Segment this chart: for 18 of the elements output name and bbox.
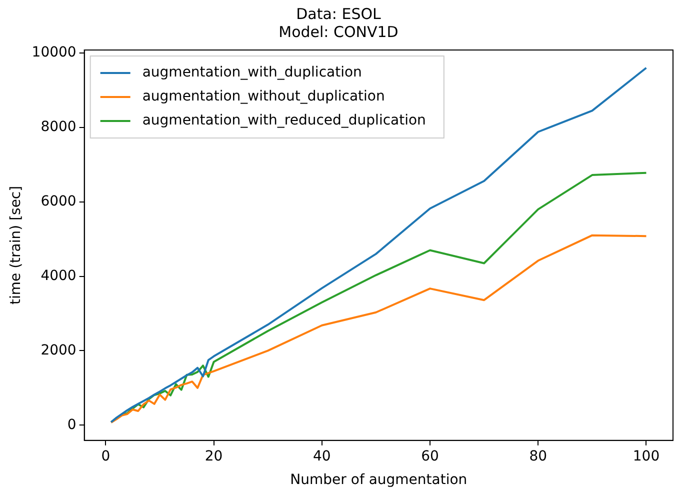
x-tick-label: 0 <box>101 448 110 464</box>
x-axis-title: Number of augmentation <box>290 472 468 488</box>
legend-label: augmentation_with_duplication <box>142 64 362 81</box>
y-tick-label: 0 <box>67 416 76 433</box>
y-tick-label: 10000 <box>32 44 76 61</box>
y-axis-title: time (train) [sec] <box>8 186 24 304</box>
legend-label: augmentation_without_duplication <box>142 88 385 105</box>
x-tick-label: 60 <box>421 448 439 464</box>
y-tick-label: 8000 <box>40 119 76 136</box>
x-tick-label: 20 <box>204 448 223 464</box>
y-tick-label: 6000 <box>40 193 76 210</box>
x-tick-label: 100 <box>632 448 660 464</box>
x-tick-label: 40 <box>312 448 331 464</box>
x-tick-label: 80 <box>529 448 548 464</box>
y-tick-label: 2000 <box>40 342 76 358</box>
legend-label: augmentation_with_reduced_duplication <box>142 112 426 129</box>
chart-title: Data: ESOL Model: CONV1D <box>278 4 398 41</box>
y-tick-label: 4000 <box>40 268 76 284</box>
